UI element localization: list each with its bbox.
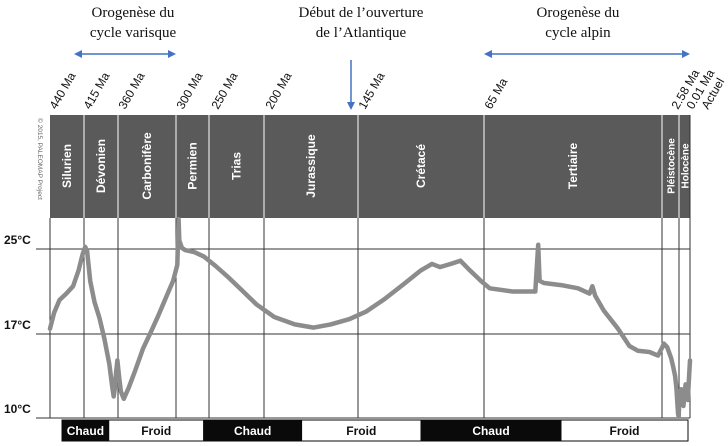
time-tick-labels: 440 Ma 415 Ma 360 Ma 300 Ma 250 Ma 200 Ma 145 … xyxy=(46,67,727,112)
period-label: Pléistocène xyxy=(667,138,678,194)
period-label: Jurassique xyxy=(304,134,318,198)
period-cell: Silurien xyxy=(60,144,74,188)
climate-band: Chaud xyxy=(61,419,110,442)
period-cell: Pléistocène xyxy=(661,115,678,218)
arrowhead-right-icon xyxy=(682,50,690,58)
event-label-line2: cycle alpin xyxy=(545,25,611,41)
time-tick-label: 250 Ma xyxy=(208,70,240,112)
copyright-layer: © 2015, PALEOMAP Project xyxy=(36,118,44,200)
period-cell: Carbonifère xyxy=(117,115,154,218)
climate-band-label: Chaud xyxy=(67,424,104,438)
arrowhead-right-icon xyxy=(168,50,176,58)
period-cell: Tertiaire xyxy=(483,115,580,218)
climate-band-label: Chaud xyxy=(472,424,509,438)
copyright-text: © 2015, PALEOMAP Project xyxy=(36,118,44,200)
event-label-line2: cycle varisque xyxy=(90,25,177,41)
event-label-line2: de l’Atlantique xyxy=(316,25,407,41)
event-1: Début de l’ouverture de l’Atlantique xyxy=(299,5,424,110)
event-2: Orogenèse du cycle alpin xyxy=(484,5,690,58)
climate-band: Chaud xyxy=(203,419,303,442)
y-tick-label: 10°C xyxy=(4,402,31,416)
time-tick-label: 145 Ma xyxy=(355,70,387,112)
event-label-line1: Début de l’ouverture xyxy=(299,5,424,21)
time-tick-label: 415 Ma xyxy=(80,70,112,112)
event-0: Orogenèse du cycle varisque xyxy=(74,5,176,58)
period-label: Trias xyxy=(230,152,244,180)
period-cell: Trias xyxy=(208,115,244,218)
period-cell: Jurassique xyxy=(263,115,318,218)
event-label-line1: Orogenèse du xyxy=(537,5,620,21)
plot-area xyxy=(36,115,693,420)
period-label: Tertiaire xyxy=(566,142,580,189)
climate-band-label: Froid xyxy=(141,424,171,438)
climate-band: Froid xyxy=(108,419,205,442)
event-label-line1: Orogenèse du xyxy=(92,5,175,21)
period-header-background xyxy=(50,115,690,218)
climate-band-label: Chaud xyxy=(234,424,271,438)
time-tick-label: 300 Ma xyxy=(173,70,205,112)
period-cell: Permien xyxy=(175,115,200,218)
climate-band: Froid xyxy=(560,419,689,442)
time-tick-label: 200 Ma xyxy=(262,70,294,112)
period-cell: Dévonien xyxy=(83,115,108,218)
climate-band-label: Froid xyxy=(346,424,376,438)
temperature-line xyxy=(47,217,693,420)
period-label: Carbonifère xyxy=(140,132,154,200)
climate-band: Froid xyxy=(301,419,422,442)
period-label: Permien xyxy=(186,142,200,189)
period-cell: Crétacé xyxy=(357,115,428,218)
climate-band: Chaud xyxy=(420,419,562,442)
period-label: Dévonien xyxy=(94,139,108,193)
arrowhead-left-icon xyxy=(74,50,82,58)
y-axis-labels: 25°C 17°C 10°C xyxy=(4,233,31,416)
climate-bands: Chaud Froid Chaud Froid Chaud Froid xyxy=(61,419,689,442)
events-layer: Orogenèse du cycle varisque Début de l’ouv… xyxy=(74,5,690,110)
climate-band-label: Froid xyxy=(609,424,639,438)
y-tick-label: 17°C xyxy=(4,318,31,332)
period-label: Silurien xyxy=(60,144,74,188)
time-tick-label: 65 Ma xyxy=(481,75,510,111)
arrowhead-down-icon xyxy=(347,102,355,110)
arrowhead-left-icon xyxy=(484,50,492,58)
period-label: Holocène xyxy=(681,143,692,188)
time-tick-label: 440 Ma xyxy=(46,70,78,112)
period-label: Crétacé xyxy=(414,144,428,188)
period-header: Silurien Dévonien Carbonifère Permien Trias J… xyxy=(50,115,692,218)
climate-band-rect xyxy=(560,419,689,442)
time-tick-label: 360 Ma xyxy=(115,70,147,112)
y-tick-label: 25°C xyxy=(4,233,31,247)
period-cell: Holocène xyxy=(678,115,692,218)
